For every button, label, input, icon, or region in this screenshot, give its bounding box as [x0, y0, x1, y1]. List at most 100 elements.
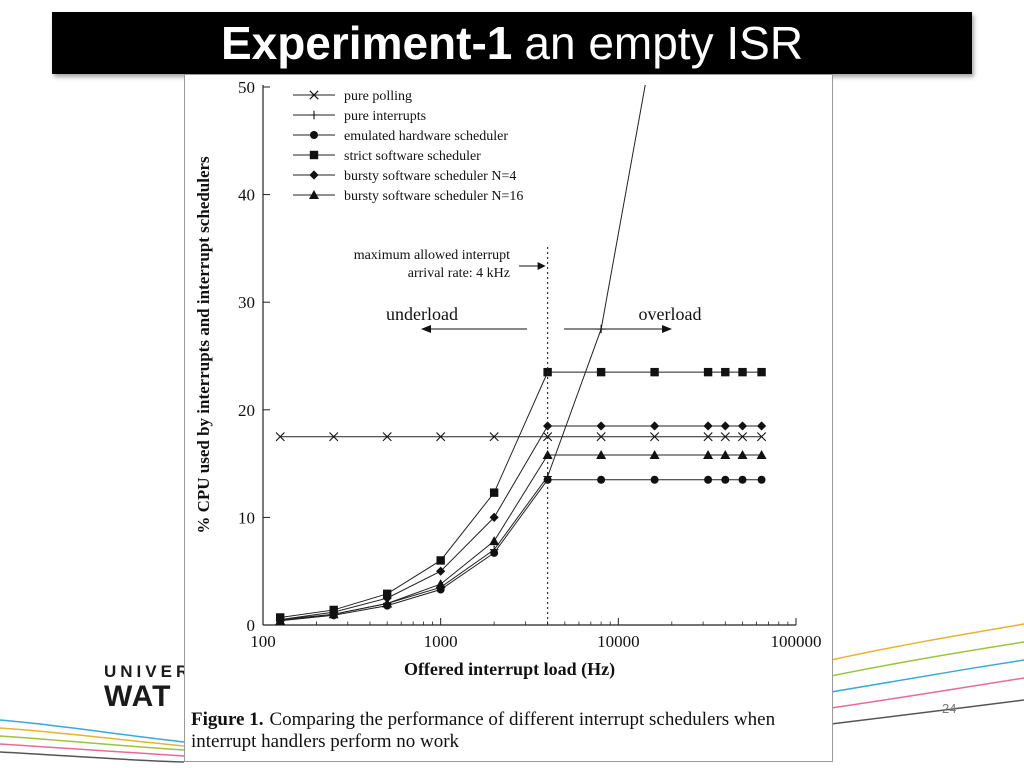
chart-legend: pure polling pure interrupts emulated hard… [293, 89, 523, 204]
data-point [720, 421, 730, 431]
data-point [489, 512, 499, 522]
data-point [275, 432, 285, 442]
data-point [703, 367, 713, 377]
data-point [597, 475, 606, 484]
data-point [543, 432, 553, 442]
data-point [738, 475, 747, 484]
y-tick-label: 30 [238, 293, 255, 312]
data-point [436, 566, 446, 576]
series-line [280, 479, 762, 622]
series-bursty-software-scheduler-n-4 [275, 421, 767, 625]
series-line [280, 371, 762, 618]
x-tick-label: 100 [250, 632, 276, 651]
y-tick-label: 10 [238, 508, 255, 527]
data-point [721, 367, 730, 377]
data-point [436, 556, 445, 565]
legend-entry: strict software scheduler [293, 149, 481, 164]
x-tick-label: 100000 [771, 632, 822, 651]
legend-marker [309, 190, 319, 199]
chart-axes: 100 1000 10000 100000 0 10 20 30 40 50 Offered int… [194, 78, 822, 680]
legend-entry: pure polling [293, 89, 412, 104]
data-point [489, 432, 499, 442]
chart-series-layer [275, 85, 767, 625]
legend-marker [309, 90, 319, 100]
threshold-label-line2: arrival rate: 4 kHz [408, 266, 510, 281]
data-point [757, 367, 766, 377]
data-point [756, 421, 767, 431]
data-point [543, 475, 552, 484]
university-logo-line1: UNIVER [104, 662, 193, 681]
data-point [542, 449, 553, 459]
threshold-label-line1: maximum allowed interrupt [354, 248, 510, 263]
series-strict-software-scheduler [276, 367, 766, 622]
legend-marker [309, 170, 319, 180]
legend-entry: bursty software scheduler N=16 [293, 189, 523, 204]
data-point [720, 449, 731, 459]
data-point [649, 449, 660, 459]
data-point [490, 548, 499, 557]
legend-entry: emulated hardware scheduler [293, 129, 508, 144]
data-point [382, 432, 392, 442]
underload-arrow-head [421, 325, 431, 333]
data-point [328, 609, 339, 619]
underload-label: underload [386, 304, 458, 324]
page-number: 24 [942, 701, 957, 716]
data-point [543, 421, 553, 431]
decorative-swoosh-lines [0, 623, 1024, 763]
y-tick-label: 20 [238, 401, 255, 420]
data-point [720, 432, 730, 442]
series-pure-polling [275, 432, 767, 442]
data-point [721, 475, 730, 484]
legend-marker [309, 150, 319, 160]
x-axis-label: Offered interrupt load (Hz) [404, 659, 615, 680]
series-line [280, 454, 762, 622]
data-point [435, 579, 446, 589]
figure-caption: Figure 1. Comparing the performance of di… [191, 709, 831, 753]
data-point [436, 432, 446, 442]
data-point [489, 488, 499, 497]
data-point [649, 421, 660, 431]
legend-marker [309, 110, 319, 120]
slide-title: Experiment-1 an empty ISR [52, 12, 972, 74]
x-tick-label: 10000 [597, 632, 640, 651]
series-bursty-software-scheduler-n-16 [275, 449, 767, 625]
data-point [596, 432, 606, 442]
data-point [596, 449, 607, 459]
y-tick-label: 40 [238, 186, 255, 205]
figure-panel: 100 1000 10000 100000 0 10 20 30 40 50 Offered int… [184, 74, 833, 762]
figure-caption-text: Comparing the performance of different i… [191, 709, 776, 752]
legend-entry: pure interrupts [293, 109, 426, 124]
data-point [737, 421, 748, 431]
data-point [650, 367, 659, 377]
data-point [329, 432, 339, 442]
y-tick-label: 50 [238, 78, 255, 97]
y-tick-label: 0 [247, 616, 256, 635]
cpu-usage-chart: 100 1000 10000 100000 0 10 20 30 40 50 Offered int… [194, 78, 822, 680]
data-point [756, 432, 767, 442]
data-point [650, 432, 660, 442]
data-point [704, 475, 713, 484]
data-point [596, 421, 606, 431]
data-point [596, 367, 606, 377]
data-point [738, 367, 747, 377]
data-point [275, 615, 286, 625]
data-point [382, 593, 392, 603]
slide-title-rest: an empty ISR [524, 17, 804, 69]
figure-caption-label: Figure 1. [191, 709, 264, 730]
legend-label: strict software scheduler [344, 149, 481, 164]
data-point [382, 598, 393, 608]
legend-label: bursty software scheduler N=16 [344, 189, 523, 204]
threshold-arrow-head [537, 262, 546, 270]
legend-marker [310, 131, 318, 139]
legend-entry: bursty software scheduler N=4 [293, 169, 516, 184]
legend-label: emulated hardware scheduler [344, 129, 508, 144]
data-point [703, 432, 713, 442]
legend-label: pure polling [344, 89, 412, 104]
legend-label: bursty software scheduler N=4 [344, 169, 516, 184]
chart-annotations: maximum allowed interrupt arrival rate: 4… [354, 247, 701, 625]
data-point [756, 449, 767, 459]
data-point [703, 449, 714, 459]
slide-title-bold: Experiment-1 [220, 17, 513, 69]
legend-label: pure interrupts [344, 109, 426, 124]
data-point [757, 475, 766, 484]
